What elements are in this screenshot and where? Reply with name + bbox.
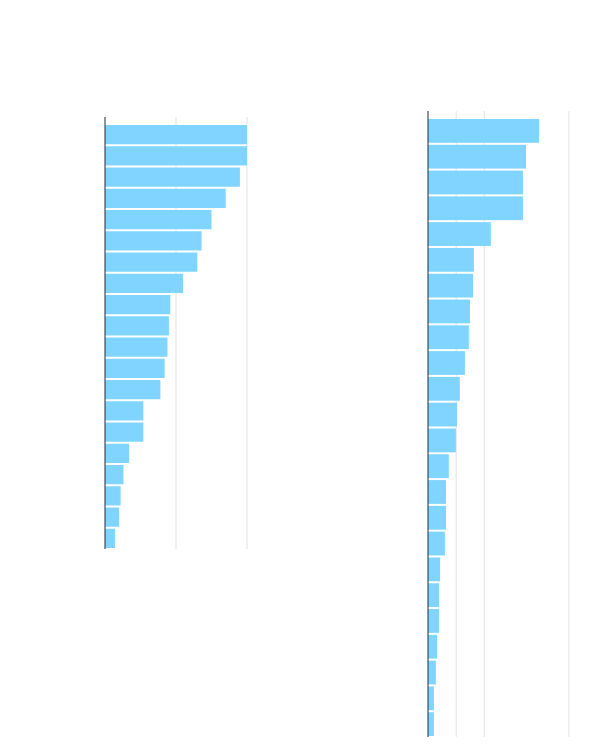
bar	[428, 170, 523, 195]
bar	[428, 712, 434, 736]
bar	[428, 144, 527, 169]
bar	[428, 119, 539, 143]
bar	[105, 337, 168, 357]
bar	[105, 295, 171, 315]
bar	[428, 505, 447, 530]
bar	[428, 196, 523, 221]
bar	[428, 351, 465, 375]
bar	[105, 528, 115, 548]
bar	[428, 299, 470, 324]
bar	[105, 358, 165, 378]
bar	[105, 188, 226, 208]
bar	[105, 316, 169, 336]
bar	[428, 454, 449, 479]
bar	[428, 660, 436, 685]
bar	[105, 146, 247, 166]
bar	[428, 634, 438, 659]
bar	[105, 486, 121, 506]
bar	[428, 325, 469, 350]
bar	[105, 125, 247, 145]
bar	[428, 686, 434, 711]
bar	[105, 465, 124, 485]
bar	[105, 507, 120, 527]
bar	[428, 376, 460, 401]
bar	[428, 222, 491, 246]
bar	[428, 428, 456, 453]
bar	[105, 252, 198, 272]
bar	[428, 247, 474, 272]
bar	[428, 583, 439, 608]
bar	[428, 402, 458, 427]
bar	[105, 380, 161, 400]
bar	[105, 401, 144, 421]
bar	[105, 210, 212, 230]
bar	[428, 480, 447, 504]
bar	[428, 609, 439, 633]
bar	[105, 422, 144, 442]
bar	[428, 531, 445, 556]
bar	[105, 273, 184, 293]
bar	[105, 443, 130, 463]
bar	[428, 273, 474, 298]
bar	[105, 167, 240, 187]
bar	[428, 557, 441, 582]
bar	[105, 231, 202, 251]
